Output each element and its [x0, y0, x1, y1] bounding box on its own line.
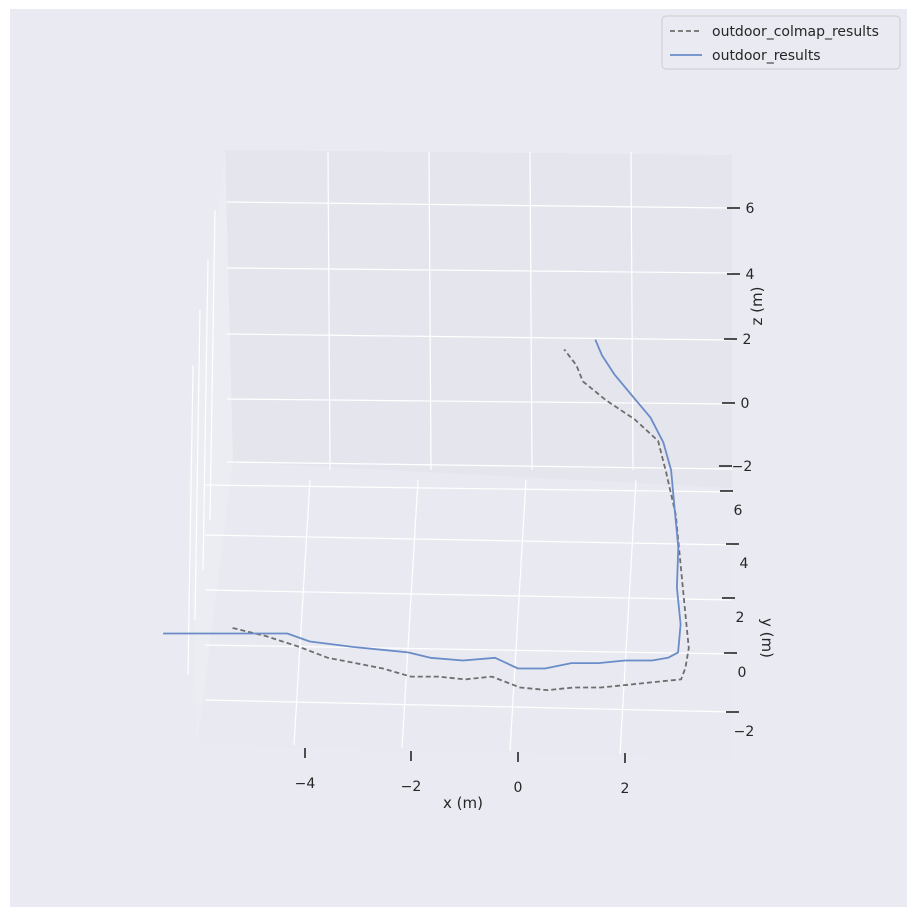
- z-axis-label: z (m): [748, 287, 766, 326]
- grid-side-line: [209, 209, 216, 521]
- legend-label-colmap: outdoor_colmap_results: [712, 24, 879, 40]
- z-tick-label: 0: [741, 396, 750, 412]
- x-tick-label: 2: [621, 781, 630, 797]
- series-layer: [163, 339, 690, 691]
- grid-side-line: [187, 364, 194, 676]
- tick-marks: [304, 207, 740, 763]
- grid-floor-y-line: [204, 589, 733, 601]
- z-tick-label: 4: [746, 267, 755, 283]
- series-line-outdoor-results: [163, 339, 682, 670]
- x-axis-label: x (m): [443, 794, 483, 812]
- y-tick-label: −2: [734, 724, 755, 740]
- y-tick-label: 0: [738, 665, 747, 681]
- x-tick-label: −4: [295, 776, 316, 792]
- grid-wall-z-line: [226, 461, 733, 470]
- grid-side-line: [202, 259, 209, 571]
- grid-side-line: [194, 309, 201, 621]
- z-tick-label: −2: [732, 459, 753, 475]
- legend: outdoor_colmap_results outdoor_results: [661, 15, 901, 70]
- grid-wall-z-line: [226, 398, 733, 405]
- grid-wall-x-line: [630, 151, 634, 471]
- grid-floor-y-line: [204, 644, 733, 655]
- floor-pane: [197, 462, 732, 760]
- y-axis-label: y (m): [758, 618, 776, 658]
- grid-floor-y-line: [204, 534, 733, 546]
- side-pane: [188, 150, 233, 745]
- y-tick-label: 6: [734, 503, 743, 519]
- grid-floor-x-line: [293, 479, 311, 746]
- tick-labels: −4 −2 0 2 6 4 2 0 −2 6 4 2 0 −2: [295, 201, 755, 797]
- x-tick-label: 0: [514, 780, 523, 796]
- grid-wall-x-line: [327, 151, 331, 471]
- grid-wall-x-line: [428, 151, 432, 471]
- grid-wall-x-line: [529, 151, 533, 471]
- y-tick-label: 4: [740, 556, 749, 572]
- legend-label-results: outdoor_results: [712, 48, 821, 64]
- z-tick-label: 6: [746, 201, 755, 217]
- series-line-outdoor-colmap-results: [232, 348, 690, 691]
- back-pane: [225, 150, 732, 488]
- legend-box: [661, 15, 901, 70]
- grid-floor-x-line: [401, 479, 419, 749]
- grid-lines: [187, 151, 733, 755]
- grid-wall-z-line: [226, 333, 733, 341]
- grid-floor-y-line: [204, 699, 733, 713]
- grid-floor-x-line: [509, 479, 527, 752]
- y-tick-label: 2: [736, 610, 745, 626]
- grid-floor-y-line: [204, 484, 733, 493]
- grid-wall-z-line: [226, 267, 733, 274]
- x-tick-label: −2: [401, 779, 422, 795]
- grid-floor-x-line: [619, 479, 637, 755]
- z-tick-label: 2: [743, 332, 752, 348]
- grid-wall-z-line: [226, 201, 733, 209]
